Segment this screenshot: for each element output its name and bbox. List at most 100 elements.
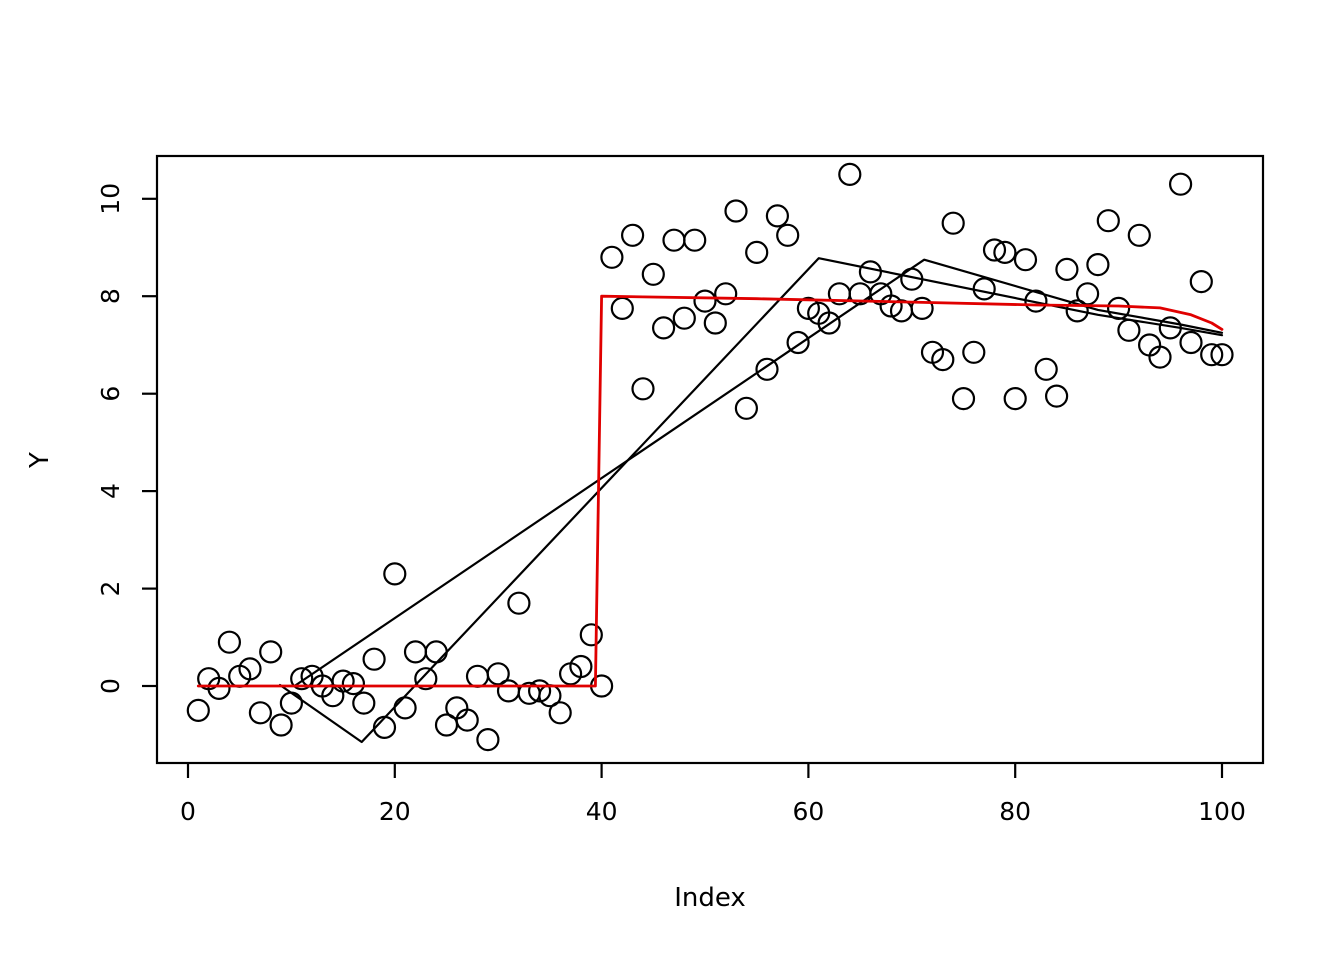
data-point — [641, 262, 665, 286]
data-point — [672, 306, 696, 330]
data-point — [714, 282, 738, 306]
data-points-group — [186, 162, 1234, 752]
data-point — [1034, 357, 1058, 381]
data-point — [1013, 248, 1038, 272]
data-point — [279, 691, 303, 715]
true-step-function — [196, 294, 1224, 688]
data-point — [858, 260, 883, 284]
data-point — [879, 294, 903, 318]
data-point — [620, 223, 645, 247]
y-tick-label: 2 — [96, 581, 125, 597]
data-point — [352, 691, 376, 715]
data-point — [1189, 270, 1213, 294]
data-point — [962, 340, 986, 364]
data-point — [1127, 223, 1151, 247]
data-point — [1075, 282, 1100, 306]
data-point — [745, 240, 769, 264]
data-point — [817, 311, 841, 335]
data-point — [796, 296, 821, 320]
data-point — [290, 667, 314, 691]
data-point — [579, 623, 603, 647]
data-point — [496, 679, 521, 703]
data-point — [527, 679, 552, 703]
data-point — [486, 662, 510, 686]
x-tick-label: 60 — [792, 797, 824, 826]
data-point — [786, 330, 810, 355]
y-tick-label: 6 — [96, 386, 125, 402]
data-point — [393, 696, 417, 720]
data-point — [465, 664, 490, 688]
data-point — [631, 377, 655, 401]
data-point — [610, 296, 634, 320]
data-point — [507, 591, 531, 615]
data-point — [1055, 257, 1079, 281]
y-axis-title: Y — [25, 452, 55, 469]
data-point — [703, 311, 727, 335]
data-point — [269, 713, 293, 737]
data-point — [1168, 172, 1193, 196]
data-point — [765, 204, 790, 228]
data-point — [476, 727, 500, 752]
data-point — [724, 199, 748, 223]
x-tick-label: 80 — [999, 797, 1031, 826]
x-axis-title: Index — [674, 883, 746, 913]
data-point — [734, 396, 759, 420]
data-point — [683, 228, 707, 252]
data-point — [331, 669, 355, 693]
data-point — [1044, 384, 1069, 408]
data-point — [341, 671, 365, 696]
piecewise-fit-line-1 — [278, 257, 1224, 744]
data-point — [910, 296, 934, 320]
data-point — [362, 647, 386, 671]
data-point — [248, 701, 272, 725]
data-point — [755, 357, 779, 381]
data-point — [931, 348, 955, 372]
data-point — [383, 562, 407, 586]
data-point — [1148, 345, 1172, 369]
data-point — [186, 698, 210, 723]
data-point — [259, 640, 283, 664]
data-point — [414, 667, 438, 691]
data-point — [1086, 253, 1110, 277]
data-point — [217, 630, 241, 654]
piecewise-fit-line-2 — [293, 258, 1224, 688]
data-point — [662, 228, 686, 252]
data-point — [776, 223, 800, 247]
data-point — [548, 701, 572, 725]
data-point — [1003, 387, 1027, 411]
data-point — [941, 211, 965, 235]
data-point — [238, 657, 262, 681]
data-point — [651, 316, 676, 340]
y-tick-label: 10 — [96, 183, 125, 215]
y-tick-label: 0 — [96, 678, 125, 694]
y-tick-label: 4 — [96, 483, 125, 499]
fit-lines-group — [196, 257, 1224, 744]
data-point — [403, 640, 428, 664]
axes-group: 0 20 40 60 80 100 0 2 4 6 8 10 — [96, 183, 1246, 826]
x-tick-label: 40 — [586, 797, 618, 826]
data-point — [455, 708, 479, 732]
data-point — [600, 245, 624, 269]
data-point — [1065, 299, 1089, 323]
x-tick-label: 0 — [180, 797, 196, 826]
data-point — [207, 676, 231, 701]
data-point — [569, 654, 593, 679]
y-tick-label: 8 — [96, 288, 125, 304]
plot-frame — [155, 154, 1265, 765]
data-point — [424, 640, 448, 664]
data-point — [693, 289, 717, 313]
data-point — [1210, 343, 1234, 367]
data-point — [993, 240, 1017, 264]
data-point — [1200, 343, 1224, 367]
data-point — [1096, 209, 1120, 233]
data-point — [1179, 330, 1203, 355]
data-point — [951, 387, 976, 411]
data-point — [838, 162, 862, 186]
data-point — [972, 277, 996, 301]
data-point — [982, 238, 1007, 262]
x-tick-label: 100 — [1198, 797, 1246, 826]
data-point — [372, 715, 397, 740]
data-point — [1117, 318, 1141, 342]
